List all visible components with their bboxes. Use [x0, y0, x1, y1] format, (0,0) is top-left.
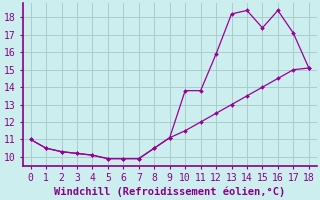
X-axis label: Windchill (Refroidissement éolien,°C): Windchill (Refroidissement éolien,°C)	[54, 186, 285, 197]
